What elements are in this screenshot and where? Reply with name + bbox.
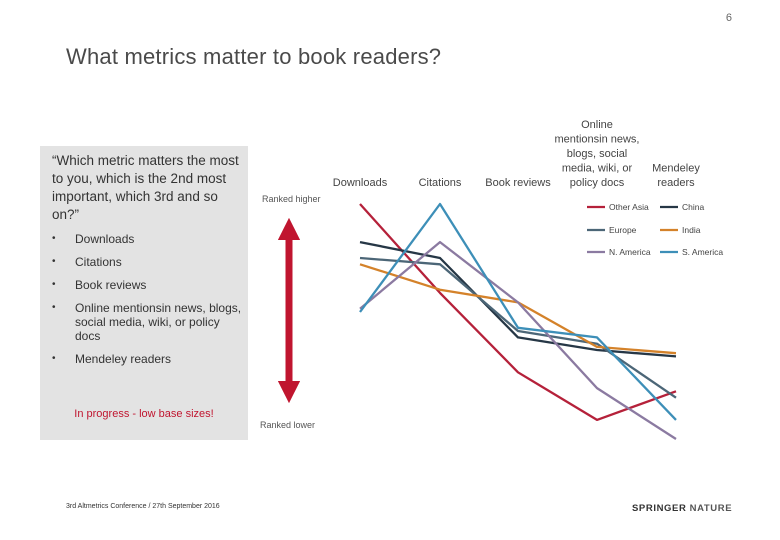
category-label: mentionsin news, xyxy=(555,134,640,146)
list-item: • Mendeley readers xyxy=(52,352,172,366)
list-item: • Book reviews xyxy=(52,278,147,292)
category-labels: Downloads Citations Book reviews Online ment… xyxy=(333,119,701,189)
legend-label: China xyxy=(682,202,704,212)
list-item: • Downloads xyxy=(52,232,135,246)
category-label: media, wiki, or xyxy=(562,163,633,175)
bullet-icon: • xyxy=(52,233,56,244)
series-line xyxy=(359,263,677,355)
list-item: • Online mentionsin news, blogs, social m… xyxy=(52,301,242,343)
bullet-icon: • xyxy=(52,279,56,290)
legend-label: India xyxy=(682,225,701,235)
legend-label: Europe xyxy=(609,225,637,235)
category-label: Book reviews xyxy=(485,177,551,189)
bullet-icon: • xyxy=(52,302,56,313)
footer-text: 3rd Altmetrics Conference / 27th Septemb… xyxy=(66,503,220,510)
series-line xyxy=(359,240,677,440)
ranked-higher-label: Ranked higher xyxy=(262,194,321,204)
ranked-lower-label: Ranked lower xyxy=(260,420,315,430)
legend: Other Asia China Europe India N. America S. A… xyxy=(587,202,723,257)
legend-label: S. America xyxy=(682,247,723,257)
category-label: policy docs xyxy=(570,177,625,189)
category-label: Online xyxy=(581,119,613,131)
category-label: Downloads xyxy=(333,177,388,189)
category-label: blogs, social xyxy=(567,148,628,160)
series-line xyxy=(359,256,677,399)
category-label: Citations xyxy=(419,177,462,189)
legend-label: N. America xyxy=(609,247,651,257)
legend-label: Other Asia xyxy=(609,202,649,212)
category-label: Mendeley xyxy=(652,163,700,175)
series-line xyxy=(359,240,677,358)
springer-nature-logo: SPRINGER NATURE xyxy=(632,503,733,514)
series-line xyxy=(359,203,677,422)
series-line xyxy=(359,202,677,421)
survey-question: “Which metric matters the most to you, w… xyxy=(52,153,239,222)
metric-list: • Downloads • Citations • Book reviews • Onl… xyxy=(52,232,244,366)
page-number: 6 xyxy=(725,12,732,24)
category-label: readers xyxy=(657,177,695,189)
page-title: What metrics matter to book readers? xyxy=(66,44,442,69)
series-lines xyxy=(359,202,677,440)
bullet-icon: • xyxy=(52,353,56,364)
progress-note: In progress - low base sizes! xyxy=(74,408,214,420)
list-item: • Citations xyxy=(52,255,122,269)
question-panel: “Which metric matters the most to you, w… xyxy=(40,146,248,440)
bullet-icon: • xyxy=(52,256,56,267)
